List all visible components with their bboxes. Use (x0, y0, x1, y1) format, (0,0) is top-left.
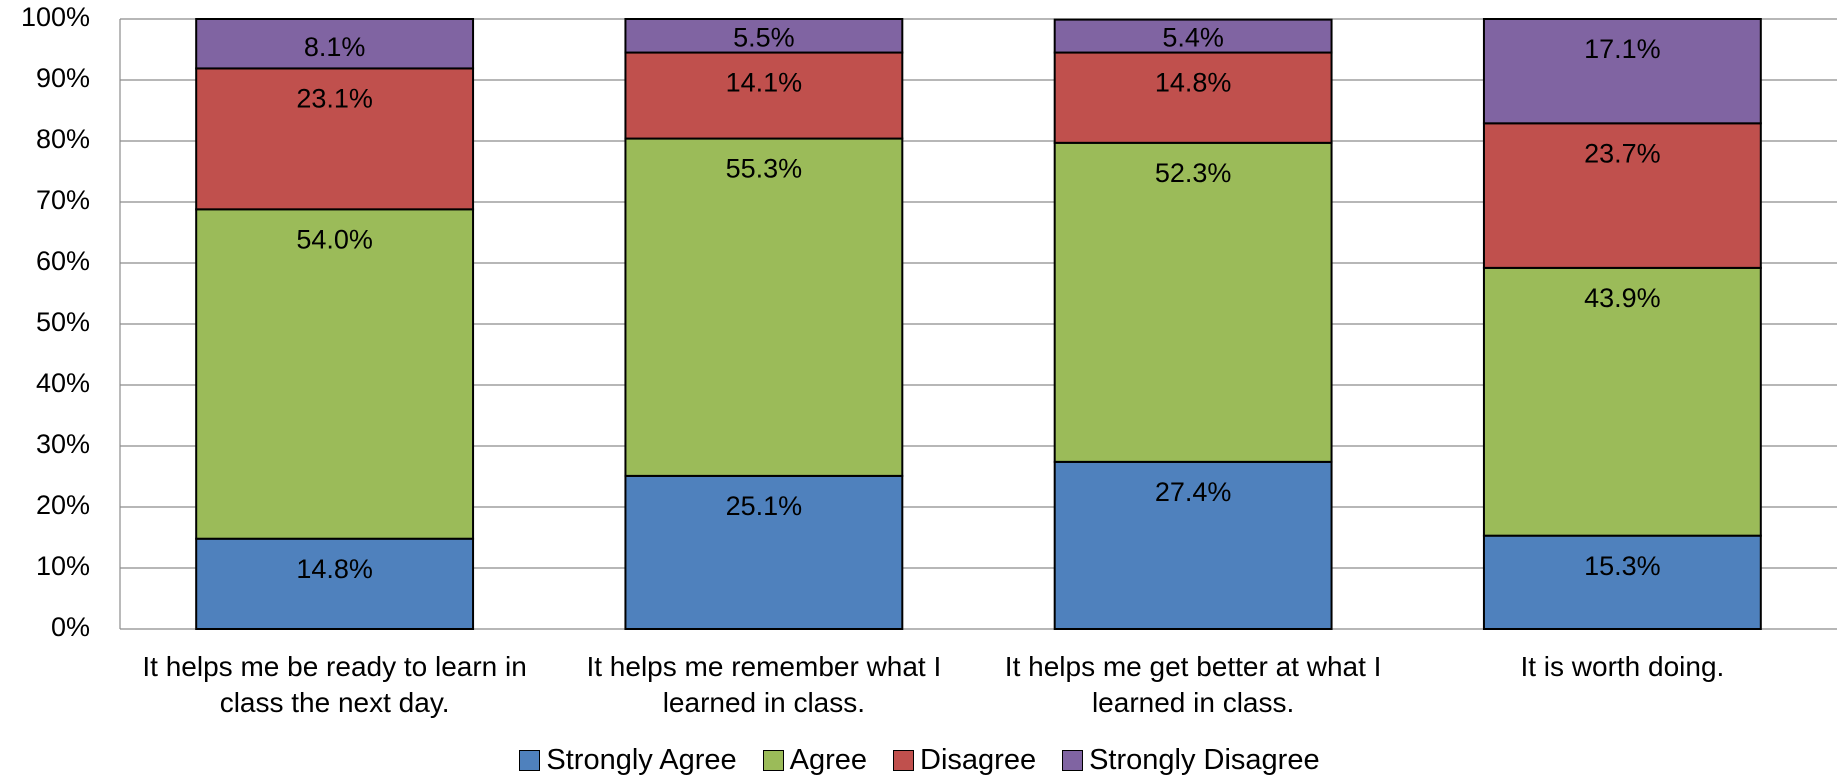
data-label: 23.1% (296, 84, 373, 114)
data-label: 14.8% (1155, 68, 1232, 98)
data-label: 55.3% (726, 154, 803, 184)
legend-label: Strongly Agree (546, 744, 737, 776)
bar-segment (1482, 266, 1762, 537)
bar-segment (195, 537, 475, 630)
data-label: 8.1% (304, 32, 366, 62)
y-tick-label: 70% (36, 185, 90, 215)
y-tick-label: 10% (36, 551, 90, 581)
data-label: 5.4% (1162, 22, 1224, 52)
data-label: 52.3% (1155, 158, 1232, 188)
y-tick-label: 80% (36, 124, 90, 154)
y-tick-label: 90% (36, 63, 90, 93)
data-label: 23.7% (1584, 138, 1661, 168)
y-tick-label: 0% (51, 612, 90, 642)
y-tick-label: 40% (36, 368, 90, 398)
bar-segment (1053, 460, 1333, 630)
legend: Strongly Agree Agree Disagree Strongly Disa… (0, 744, 1839, 777)
legend-label: Disagree (920, 744, 1037, 776)
x-tick-label: It helps me be ready to learn in class t… (142, 651, 527, 718)
data-label: 43.9% (1584, 283, 1661, 313)
bar-segment (1053, 18, 1333, 54)
legend-item: Agree (762, 744, 868, 777)
legend-label: Strongly Disagree (1089, 744, 1320, 776)
x-tick-label: It helps me get better at what I learned… (1004, 651, 1382, 718)
bar-segment (624, 18, 904, 54)
data-label: 25.1% (726, 491, 803, 521)
legend-item: Disagree (893, 744, 1036, 777)
bar-segment (1053, 141, 1333, 463)
legend-swatch (519, 750, 541, 771)
bar-segment (195, 18, 475, 70)
legend-swatch (762, 750, 784, 771)
y-tick-label: 100% (21, 2, 90, 32)
bar-segment (195, 208, 475, 540)
legend-swatch (893, 750, 915, 771)
legend-item: Strongly Disagree (1062, 744, 1320, 777)
legend-swatch (1062, 750, 1084, 771)
legend-label: Agree (789, 744, 868, 776)
y-tick-label: 20% (36, 490, 90, 520)
bar-segment (1482, 18, 1762, 125)
data-label: 14.1% (726, 68, 803, 98)
data-label: 27.4% (1155, 477, 1232, 507)
bar-segment (1482, 534, 1762, 630)
data-label: 17.1% (1584, 34, 1661, 64)
x-tick-label: It helps me remember what I learned in c… (586, 651, 942, 718)
data-label: 14.8% (296, 554, 373, 584)
bar-segment (1053, 51, 1333, 144)
data-label: 5.5% (733, 22, 795, 52)
chart: 0% 10% 20% 30% 40% 50% 60% 70% 80% 90% 100% 14.8% 54… (21, 2, 1837, 642)
bar-segment (195, 67, 475, 211)
legend-item: Strongly Agree (519, 744, 737, 777)
y-tick-label: 30% (36, 429, 90, 459)
data-label: 15.3% (1584, 551, 1661, 581)
bar-segment (624, 137, 904, 477)
y-tick-label: 50% (36, 307, 90, 337)
x-tick-label: It is worth doing. (1520, 651, 1725, 682)
data-label: 54.0% (296, 224, 373, 254)
y-tick-label: 60% (36, 246, 90, 276)
